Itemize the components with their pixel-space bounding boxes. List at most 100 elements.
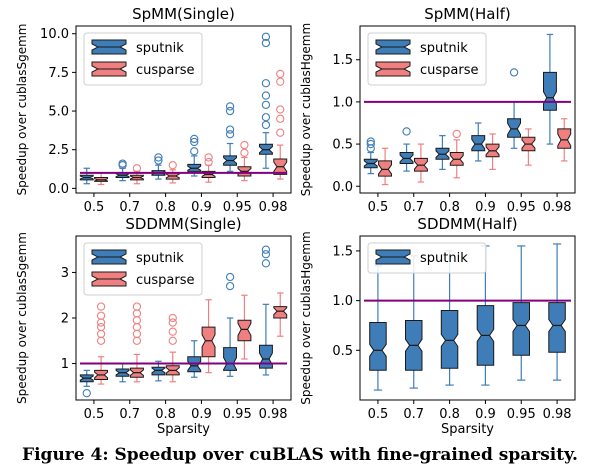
x-tick-label: 0.98 xyxy=(259,407,288,422)
flier xyxy=(261,245,271,254)
box-body xyxy=(471,135,486,152)
chart-panel-4: SDDMM(Half) 0.5 1.0 1.5 0.5 0.7 0.8 0.9 0.95 0.98… xyxy=(299,215,576,437)
x-tick-label: 0.95 xyxy=(507,407,536,422)
chart-title: SpMM(Single) xyxy=(132,5,235,23)
x-tick-label: 0.8 xyxy=(439,200,460,215)
box-body xyxy=(201,326,216,358)
flier xyxy=(452,129,461,139)
box-sputnik-0.5 xyxy=(363,137,378,175)
box-sputnik-0.95 xyxy=(512,245,530,381)
x-tick-label: 0.9 xyxy=(191,407,212,422)
x-tick-label: 0.8 xyxy=(155,200,176,215)
series-cusparse xyxy=(378,118,572,186)
box-body xyxy=(507,118,521,138)
box-sputnik-0.9 xyxy=(187,340,202,378)
x-tick-label: 0.8 xyxy=(155,407,176,422)
x-tick-label: 0.8 xyxy=(439,407,460,422)
box-sputnik-0.8 xyxy=(440,250,459,386)
box-body xyxy=(273,306,288,319)
box-body xyxy=(543,71,557,111)
plot-area xyxy=(364,243,571,391)
flier xyxy=(261,259,271,268)
box-body xyxy=(557,128,572,149)
flier xyxy=(190,147,199,156)
y-axis-label: Speedup over cublasHgemm xyxy=(299,231,313,404)
y-tick-label: 0.5 xyxy=(332,138,353,153)
box-sputnik-0.7 xyxy=(115,159,130,182)
flier xyxy=(190,137,199,147)
box-sputnik-0.9 xyxy=(476,245,495,386)
legend-label-sputnik: sputnik xyxy=(136,41,184,56)
plot-frame xyxy=(359,25,576,194)
box-cusparse-0.95 xyxy=(237,294,252,360)
flier xyxy=(132,322,142,332)
x-tick-label: 0.7 xyxy=(119,407,140,422)
box-body xyxy=(369,322,387,371)
flier xyxy=(276,114,285,123)
legend-label-sputnik: sputnik xyxy=(136,251,184,266)
flier xyxy=(96,336,106,345)
x-tick-label: 0.98 xyxy=(259,200,288,215)
box-sputnik-0.5 xyxy=(369,265,387,391)
box-sputnik-0.7 xyxy=(115,362,130,383)
box-cusparse-0.9 xyxy=(485,133,500,170)
figure: SpMM(Single)0.02.55.07.510.00.5 0.7 0.8 0.9… xyxy=(15,5,576,437)
box-cusparse-0.8 xyxy=(449,129,464,179)
flier xyxy=(96,302,106,311)
box-cusparse-0.5 xyxy=(94,172,108,186)
box-cusparse-0.7 xyxy=(130,302,144,383)
plot-area xyxy=(79,245,288,398)
box-cusparse-0.98 xyxy=(273,69,288,180)
flier xyxy=(366,139,375,149)
chart-panel-2: SpMM(Half) 0.0 0.5 1.0 1.5 0.5 0.7 0.8 0.9 0.95 0.… xyxy=(299,5,576,215)
box-body xyxy=(223,347,237,371)
box-sputnik-0.95 xyxy=(507,68,521,149)
x-tick-label: 0.5 xyxy=(84,200,105,215)
x-tick-label: 0.9 xyxy=(475,407,496,422)
flier xyxy=(225,125,235,134)
flier xyxy=(154,156,163,165)
flier xyxy=(261,79,271,88)
box-cusparse-0.5 xyxy=(94,302,108,385)
flier xyxy=(132,309,142,318)
y-tick-label: 10.0 xyxy=(40,27,69,42)
legend: sputnik cusparse xyxy=(83,32,203,86)
flier xyxy=(276,77,285,86)
legend: sputnik xyxy=(367,242,487,274)
flier xyxy=(261,113,271,122)
flier xyxy=(132,336,142,345)
legend: sputnik cusparse xyxy=(83,242,203,296)
box-sputnik-0.95 xyxy=(223,272,237,377)
box-cusparse-0.9 xyxy=(201,153,216,183)
x-tick-label: 0.9 xyxy=(191,200,212,215)
box-sputnik-0.95 xyxy=(223,102,237,172)
box-body xyxy=(259,344,273,369)
plot-area xyxy=(79,32,288,186)
box-body xyxy=(440,310,459,369)
flier xyxy=(132,302,142,311)
series-sputnik xyxy=(363,33,557,175)
flier xyxy=(168,327,177,336)
flier xyxy=(261,91,271,100)
flier xyxy=(132,316,142,325)
flier xyxy=(96,311,106,320)
y-axis-label: Speedup over cublasSgemm xyxy=(15,24,29,196)
x-tick-label: 0.7 xyxy=(403,407,424,422)
y-tick-label: 1.0 xyxy=(332,95,353,110)
flier xyxy=(366,144,375,153)
box-cusparse-0.98 xyxy=(557,118,572,162)
flier xyxy=(276,128,285,137)
flier xyxy=(168,336,177,345)
flier xyxy=(225,102,235,111)
legend: sputnik cusparse xyxy=(367,32,487,86)
box-sputnik-0.7 xyxy=(405,255,423,389)
flier xyxy=(118,159,127,168)
box-body xyxy=(237,319,252,342)
flier xyxy=(190,134,199,144)
series-cusparse xyxy=(94,292,288,385)
flier xyxy=(261,250,271,259)
flier xyxy=(96,329,106,339)
box-body xyxy=(512,302,530,356)
chart-title: SDDMM(Single) xyxy=(125,215,241,233)
flier xyxy=(240,148,249,157)
